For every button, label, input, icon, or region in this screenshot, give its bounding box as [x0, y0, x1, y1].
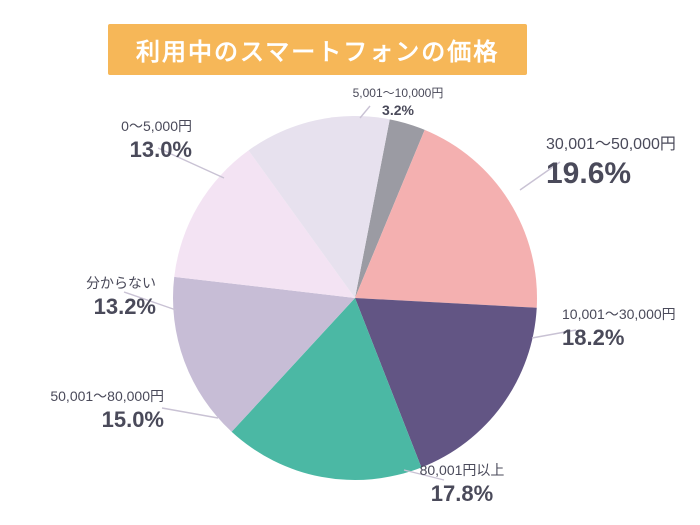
pie-chart [165, 108, 545, 488]
slice-label-name: 50,001～80,000円 [38, 388, 164, 406]
slice-label: 0～5,000円13.0% [66, 118, 192, 163]
slice-label-pct: 18.2% [562, 325, 624, 350]
slice-label-name: 分からない [30, 275, 156, 293]
slice-label-pct: 13.2% [94, 294, 156, 319]
slice-label-pct: 17.8% [431, 481, 493, 506]
slice-label: 50,001～80,000円15.0% [38, 388, 164, 433]
slice-label-name: 30,001～50,000円 [546, 135, 676, 155]
slice-label: 分からない13.2% [30, 275, 156, 320]
slice-label-pct: 19.6% [546, 157, 631, 190]
slice-label-name: 0～5,000円 [66, 118, 192, 136]
chart-title: 利用中のスマートフォンの価格 [108, 24, 527, 75]
slice-label-name: 10,001～30,000円 [562, 306, 676, 324]
slice-label-name: 80,001円以上 [392, 462, 532, 480]
slice-label-pct: 15.0% [102, 407, 164, 432]
slice-label: 80,001円以上17.8% [392, 462, 532, 507]
slice-label-pct: 3.2% [382, 102, 414, 118]
slice-label-name: 5,001～10,000円 [328, 86, 468, 101]
slice-label: 10,001～30,000円18.2% [562, 306, 676, 351]
slice-label-pct: 13.0% [130, 137, 192, 162]
slice-label: 30,001～50,000円19.6% [546, 135, 676, 193]
slice-label: 5,001～10,000円3.2% [328, 86, 468, 121]
